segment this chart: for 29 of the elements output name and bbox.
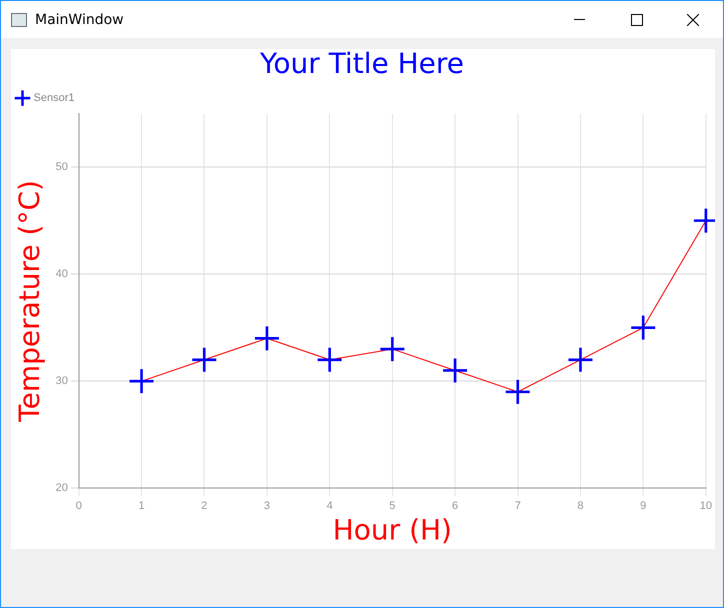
x-axis-title: Hour (H) bbox=[332, 513, 452, 546]
y-tick-label: 30 bbox=[56, 375, 68, 388]
point bbox=[631, 316, 656, 340]
x-tick-label: 8 bbox=[577, 500, 584, 512]
point bbox=[130, 369, 154, 394]
legend-label: Sensor1 bbox=[34, 92, 74, 104]
x-tick-label: 9 bbox=[640, 500, 646, 512]
point bbox=[568, 348, 592, 372]
y-tick-label: 20 bbox=[56, 482, 68, 494]
x-tick-label: 1 bbox=[138, 500, 145, 512]
point bbox=[192, 348, 216, 372]
x-tick-label: 2 bbox=[201, 500, 208, 512]
point bbox=[318, 348, 342, 372]
y-tick-label: 40 bbox=[56, 268, 68, 280]
x-tick-label: 3 bbox=[264, 500, 270, 512]
x-tick-label: 6 bbox=[452, 500, 458, 512]
x-tick-label: 7 bbox=[514, 500, 521, 512]
x-tick-label: 5 bbox=[389, 500, 396, 512]
y-tick-label: 50 bbox=[56, 161, 68, 174]
x-tick-label: 10 bbox=[700, 500, 712, 512]
point bbox=[254, 326, 279, 350]
point bbox=[380, 337, 404, 362]
chart-title: Your Title Here bbox=[259, 47, 464, 80]
x-tick-label: 4 bbox=[326, 500, 333, 512]
y-axis-title: Temperature (°C) bbox=[13, 180, 46, 423]
point bbox=[443, 358, 468, 382]
point bbox=[506, 380, 530, 404]
text: MainWindow bbox=[35, 12, 124, 28]
x-tick-label: 0 bbox=[76, 500, 82, 512]
